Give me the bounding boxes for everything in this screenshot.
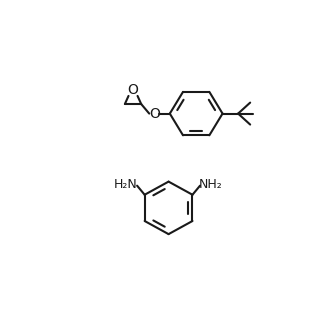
Text: O: O	[128, 83, 138, 97]
Text: H₂N: H₂N	[114, 178, 138, 191]
Text: NH₂: NH₂	[199, 178, 223, 191]
Text: O: O	[149, 107, 160, 121]
